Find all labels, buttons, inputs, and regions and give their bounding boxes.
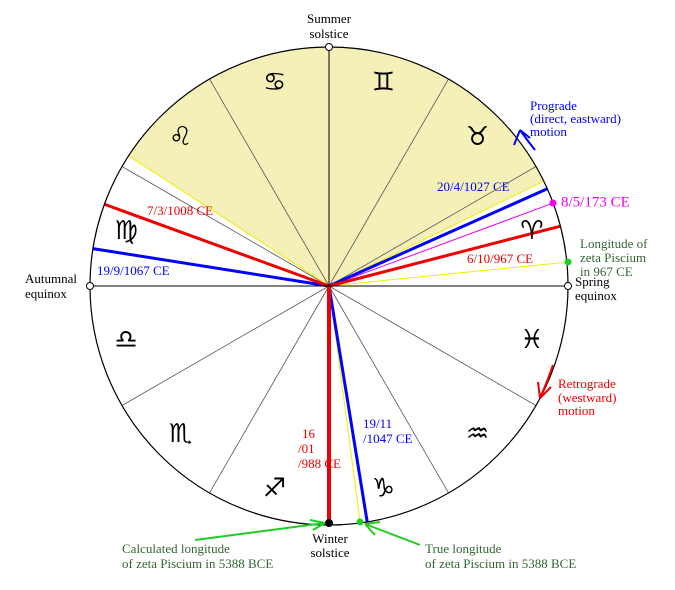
zodiac-sign: ♓ bbox=[520, 325, 543, 355]
yellow-wedge bbox=[128, 47, 544, 286]
zodiac-sign: ♑ bbox=[372, 473, 395, 503]
zodiac-sign: ♊ bbox=[372, 68, 395, 98]
date: /1047 CE bbox=[363, 431, 413, 446]
point bbox=[564, 258, 572, 266]
point bbox=[325, 43, 333, 51]
date: 20/4/1027 CE bbox=[437, 179, 510, 194]
sector-line bbox=[209, 78, 330, 287]
sector-line bbox=[328, 285, 449, 494]
green-arrow bbox=[364, 521, 421, 546]
label: True longitude bbox=[425, 541, 502, 556]
point bbox=[549, 199, 557, 207]
label: zeta Piscium bbox=[580, 250, 646, 265]
label: motion bbox=[530, 124, 567, 139]
label: of zeta Piscium in 5388 BCE bbox=[425, 556, 576, 571]
label: Autumnal bbox=[25, 271, 77, 286]
ray bbox=[328, 224, 561, 288]
label: equinox bbox=[25, 286, 67, 301]
label: Prograde bbox=[530, 98, 577, 113]
prograde-arrow bbox=[513, 129, 531, 146]
zodiac-sign: ♏ bbox=[169, 419, 192, 449]
zodiac-sign: ♌ bbox=[169, 122, 192, 152]
sector-line bbox=[121, 285, 330, 406]
ray bbox=[328, 261, 567, 287]
sector-line bbox=[121, 166, 330, 287]
date: 19/9/1067 CE bbox=[97, 263, 170, 278]
zodiac-sign: ♉ bbox=[466, 122, 489, 152]
label: Spring bbox=[575, 274, 610, 289]
label: (westward) bbox=[558, 390, 616, 405]
date: 16 bbox=[302, 426, 316, 441]
rays bbox=[92, 155, 567, 525]
point bbox=[564, 282, 572, 290]
glyphs: ♈ ♉ ♊ ♋ ♌ ♍ ♎ ♏ ♐ ♑ ♒ ♓ bbox=[114, 68, 543, 504]
label: solstice bbox=[310, 26, 349, 41]
label: Retrograde bbox=[558, 376, 616, 391]
date: /988 CE bbox=[298, 456, 341, 471]
ray bbox=[327, 285, 369, 523]
point bbox=[86, 282, 94, 290]
zodiac-sign: ♎ bbox=[114, 325, 137, 355]
label: in 967 CE bbox=[580, 264, 633, 279]
zodiac-sign: ♐ bbox=[263, 473, 286, 503]
ray bbox=[92, 247, 330, 288]
sector-line bbox=[328, 285, 537, 406]
label: Longitude of bbox=[580, 236, 648, 251]
green-arrow bbox=[194, 519, 326, 541]
label: Winter bbox=[312, 531, 348, 546]
ray bbox=[328, 187, 548, 288]
label: equinox bbox=[575, 288, 617, 303]
date: 7/3/1008 CE bbox=[147, 203, 213, 218]
ray bbox=[128, 155, 330, 287]
zodiac-sign: ♍ bbox=[114, 216, 137, 246]
zodiac-sign: ♋ bbox=[263, 68, 286, 98]
date: 19/11 bbox=[363, 416, 392, 431]
label: solstice bbox=[311, 545, 350, 560]
retrograde-arrow bbox=[537, 364, 554, 399]
zodiac-sign: ♒ bbox=[466, 419, 489, 449]
date: 8/5/173 CE bbox=[561, 194, 630, 210]
label: (direct, eastward) bbox=[530, 111, 621, 126]
label: Calculated longitude bbox=[122, 541, 230, 556]
label: Summer bbox=[307, 11, 352, 26]
label: motion bbox=[558, 403, 595, 418]
date: /01 bbox=[298, 441, 315, 456]
point bbox=[356, 518, 364, 526]
point bbox=[325, 519, 333, 527]
ray bbox=[103, 202, 330, 288]
sector-line bbox=[328, 166, 537, 287]
zodiac-sign: ♈ bbox=[520, 216, 543, 246]
label: of zeta Piscium in 5388 BCE bbox=[122, 556, 273, 571]
date: 6/10/967 CE bbox=[467, 251, 533, 266]
sector-line bbox=[328, 78, 449, 287]
ray bbox=[328, 202, 554, 287]
sector-line bbox=[209, 285, 330, 494]
